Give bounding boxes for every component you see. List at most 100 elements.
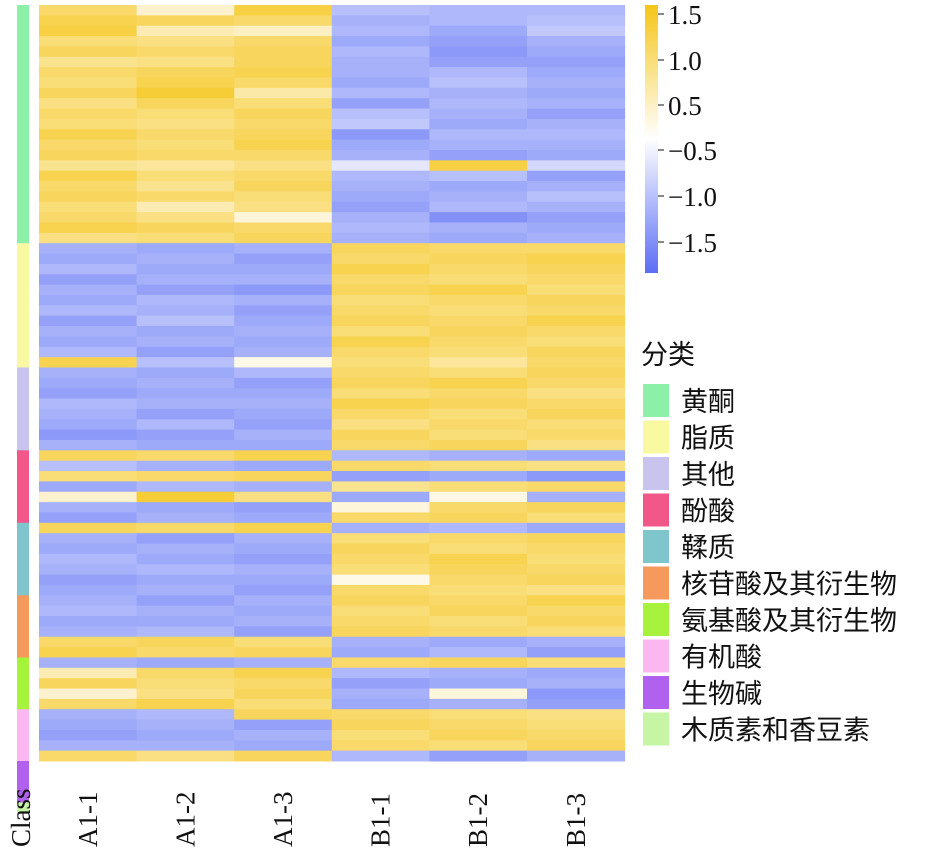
heatmap-cell — [429, 326, 528, 337]
heatmap-cell — [527, 481, 626, 493]
heatmap-cell — [39, 719, 138, 731]
heatmap-cell — [136, 357, 235, 368]
heatmap-cell — [527, 491, 626, 503]
heatmap-cell — [527, 201, 626, 213]
heatmap-cell — [136, 232, 235, 244]
heatmap-cell — [39, 367, 138, 379]
heatmap-cell — [331, 36, 430, 47]
heatmap-cell — [331, 149, 430, 161]
heatmap-cell — [527, 647, 626, 658]
heatmap-cell — [331, 129, 430, 141]
heatmap-cell — [136, 667, 235, 679]
heatmap-cell — [527, 502, 626, 513]
heatmap-cell — [331, 584, 430, 596]
heatmap-cell — [234, 139, 333, 151]
heatmap-cell — [527, 191, 626, 203]
heatmap-cell — [234, 522, 333, 534]
heatmap-cell — [429, 149, 528, 161]
legend-swatch — [643, 603, 669, 636]
heatmap-cell — [331, 698, 430, 710]
heatmap-cell — [136, 657, 235, 669]
heatmap-cell — [39, 471, 138, 482]
heatmap-cell — [136, 336, 235, 348]
heatmap-cell — [331, 657, 430, 669]
heatmap-cell — [136, 647, 235, 658]
heatmap-cell — [234, 160, 333, 172]
legend-swatch — [643, 420, 669, 454]
heatmap-cell — [39, 408, 138, 420]
heatmap-cell — [234, 274, 333, 286]
legend-label: 有机酸 — [681, 643, 762, 674]
heatmap-cell — [429, 367, 528, 379]
legend-title: 分类 — [641, 340, 695, 371]
heatmap-cell — [234, 46, 333, 58]
heatmap-cell — [429, 605, 528, 617]
heatmap-cell — [331, 170, 430, 182]
color-scale-tick-label: −1.0 — [668, 182, 717, 212]
heatmap-cell — [136, 284, 235, 296]
heatmap-cell — [527, 98, 626, 110]
legend-swatch — [643, 530, 669, 563]
heatmap-cell — [136, 543, 235, 555]
class-strip-segment — [17, 709, 29, 762]
heatmap-cell — [331, 315, 430, 327]
heatmap-cell — [39, 118, 138, 130]
heatmap-cell — [234, 584, 333, 596]
heatmap-cell — [39, 398, 138, 410]
heatmap-cell — [429, 263, 528, 275]
heatmap-cell — [331, 67, 430, 78]
heatmap-cell — [39, 647, 138, 658]
heatmap-cell — [39, 553, 138, 565]
heatmap-cell — [331, 481, 430, 493]
heatmap-cell — [527, 25, 626, 37]
heatmap-cell — [527, 595, 626, 607]
heatmap-cell — [527, 5, 626, 16]
heatmap-cell — [527, 284, 626, 296]
heatmap-cell — [429, 512, 528, 524]
heatmap-cell — [527, 584, 626, 596]
heatmap-cell — [331, 212, 430, 223]
heatmap-cell — [527, 564, 626, 576]
heatmap-cell — [136, 56, 235, 68]
class-annotation-strip — [17, 5, 29, 814]
heatmap-cell — [39, 77, 138, 89]
heatmap-cell — [429, 336, 528, 348]
heatmap-cell — [136, 740, 235, 752]
heatmap-cell — [429, 315, 528, 327]
heatmap-cell — [136, 750, 235, 762]
heatmap-cell — [429, 294, 528, 306]
heatmap-cell — [429, 408, 528, 420]
heatmap-cell — [527, 450, 626, 462]
heatmap-cell — [39, 25, 138, 37]
heatmap-cell — [39, 357, 138, 368]
heatmap-cell — [234, 346, 333, 358]
class-strip-segment — [17, 761, 29, 803]
heatmap-cell — [234, 367, 333, 379]
heatmap-cell — [234, 357, 333, 368]
heatmap-cell — [234, 419, 333, 431]
heatmap-cell — [429, 533, 528, 545]
heatmap-cell — [331, 667, 430, 679]
heatmap-cell — [136, 181, 235, 192]
heatmap-cell — [234, 502, 333, 513]
heatmap-cell — [39, 36, 138, 47]
heatmap-cell — [136, 408, 235, 420]
heatmap-cell — [234, 729, 333, 741]
heatmap-cell — [39, 502, 138, 513]
heatmap-cell — [136, 460, 235, 472]
heatmap-cell — [331, 709, 430, 721]
heatmap-cell — [527, 46, 626, 58]
heatmap-cell — [39, 678, 138, 690]
heatmap-cell — [429, 243, 528, 255]
heatmap-cell — [136, 253, 235, 265]
heatmap-cell — [429, 553, 528, 565]
column-label: A1-1 — [73, 792, 103, 848]
heatmap-cell — [234, 253, 333, 265]
heatmap-cell — [136, 553, 235, 565]
heatmap-cell — [234, 740, 333, 752]
heatmap-cell — [331, 419, 430, 431]
heatmap-cell — [136, 450, 235, 462]
heatmap-cell — [39, 491, 138, 503]
heatmap-cell — [234, 512, 333, 524]
heatmap-cell — [429, 522, 528, 534]
